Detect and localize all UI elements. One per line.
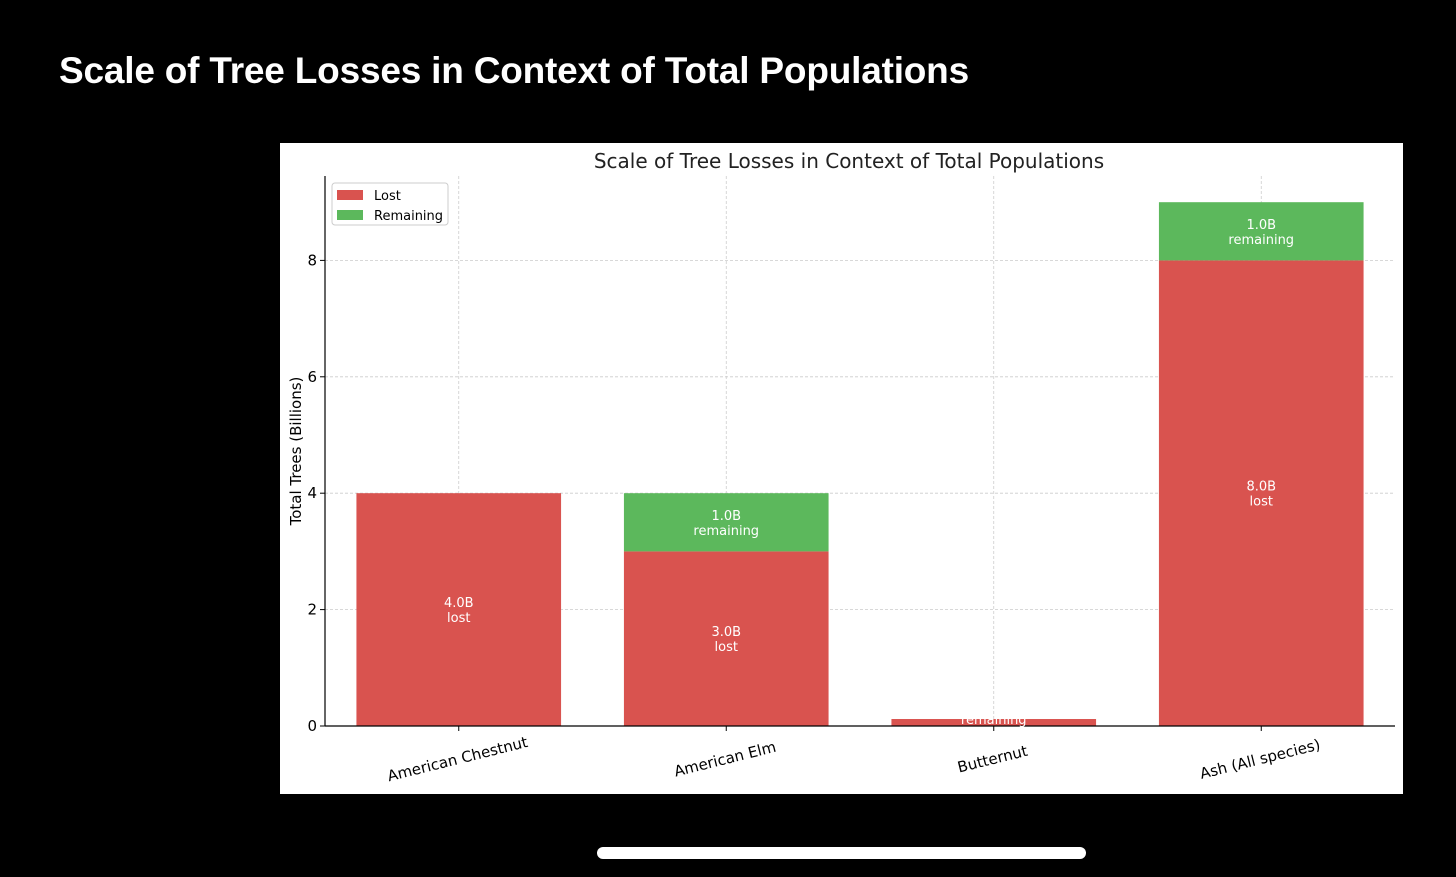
bar-value-label: remaining	[961, 713, 1027, 728]
bar-remaining[interactable]	[623, 493, 829, 552]
bar-lost[interactable]	[1158, 260, 1364, 726]
legend-swatch-remaining	[337, 210, 363, 220]
bar-lost[interactable]	[356, 493, 562, 726]
y-tick-label: 8	[307, 251, 317, 269]
bar-labels: 4.0B lost 1.0B remaining 3.0B lost remaining 1.…	[444, 218, 1294, 728]
legend-swatch-lost	[337, 190, 363, 200]
y-tick-label: 6	[307, 368, 317, 386]
y-tick-label: 0	[307, 717, 317, 735]
bar-value-label: 3.0B lost	[711, 625, 741, 655]
legend: Lost Remaining	[331, 182, 449, 226]
y-tick-label: 4	[307, 484, 317, 502]
y-tick-label: 2	[307, 601, 317, 619]
x-tick-label: American Elm	[672, 738, 778, 781]
y-axis-label: Total Trees (Billions)	[287, 377, 305, 527]
bar-value-label: 1.0B remaining	[693, 509, 759, 539]
x-tick-label: American Chestnut	[386, 733, 530, 785]
legend-label-remaining: Remaining	[374, 209, 443, 224]
stacked-bar-chart: 0 2 4 6 8 American Chestnut American Elm Butter…	[287, 149, 1395, 785]
bar-value-label: 4.0B lost	[444, 596, 474, 626]
bar-lost[interactable]	[623, 551, 829, 726]
home-indicator-bar[interactable]	[597, 847, 1086, 859]
bar-value-label: 8.0B lost	[1246, 480, 1276, 510]
bar-lost[interactable]	[891, 719, 1097, 726]
legend-label-lost: Lost	[374, 189, 401, 204]
bar-value-label: 1.0B remaining	[1228, 218, 1294, 248]
slide-title: Scale of Tree Losses in Context of Total…	[59, 50, 969, 91]
bars	[356, 202, 1364, 726]
chart-panel: 0 2 4 6 8 American Chestnut American Elm Butter…	[280, 143, 1403, 794]
chart-title: Scale of Tree Losses in Context of Total…	[594, 149, 1104, 173]
x-tick-label: Ash (All species)	[1198, 735, 1322, 782]
bar-remaining[interactable]	[1158, 202, 1364, 261]
x-tick-label: Butternut	[956, 742, 1030, 777]
